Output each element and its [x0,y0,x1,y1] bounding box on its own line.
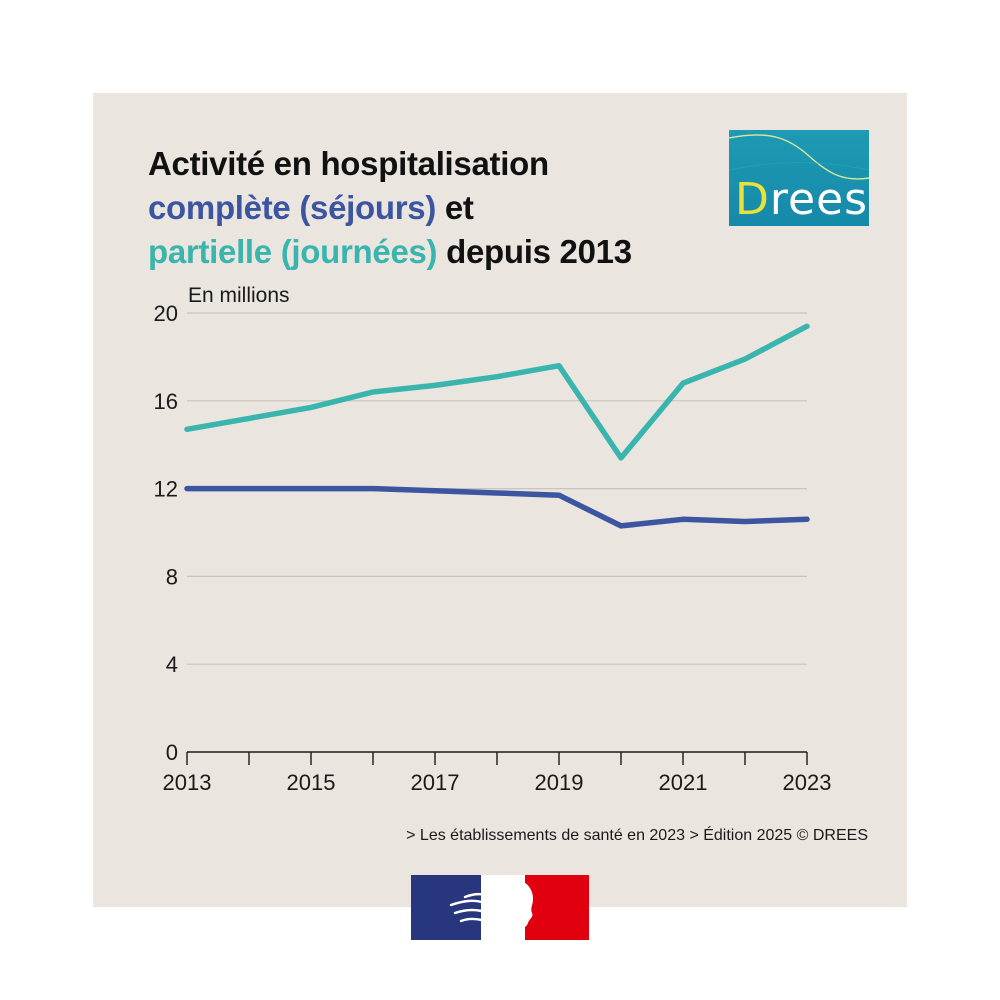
y-tick-label: 0 [166,740,178,765]
y-tick-label: 8 [166,564,178,589]
title-line-1: Activité en hospitalisation [148,145,549,182]
x-tick-label: 2021 [659,770,708,795]
marianne-profile-icon [449,878,533,940]
title-series-complete: complète (séjours) [148,189,437,226]
x-tick-label: 2015 [287,770,336,795]
title-line-2-rest: et [436,189,474,226]
drees-logo-text: Drees [735,174,869,225]
y-tick-label: 20 [154,301,178,326]
series-line-complete [184,485,810,529]
x-tick-label: 2017 [411,770,460,795]
x-tick-label: 2023 [783,770,832,795]
y-tick-label: 16 [154,389,178,414]
source-note: > Les établissements de santé en 2023 > … [406,827,868,844]
x-tick-label: 2013 [163,770,212,795]
y-tick-label: 4 [166,652,178,677]
republique-francaise-logo [411,875,589,940]
title-line-3-rest: depuis 2013 [437,233,632,270]
drees-logo: Drees [729,130,869,226]
chart-title: Activité en hospitalisation complète (sé… [148,142,708,274]
title-series-partielle: partielle (journées) [148,233,438,270]
y-tick-label: 12 [154,477,178,502]
series-line-partielle [184,323,810,461]
chart-card [93,93,907,907]
y-axis-unit-label: En millions [188,284,290,307]
drees-logo-wave [729,134,869,180]
x-tick-label: 2019 [535,770,584,795]
